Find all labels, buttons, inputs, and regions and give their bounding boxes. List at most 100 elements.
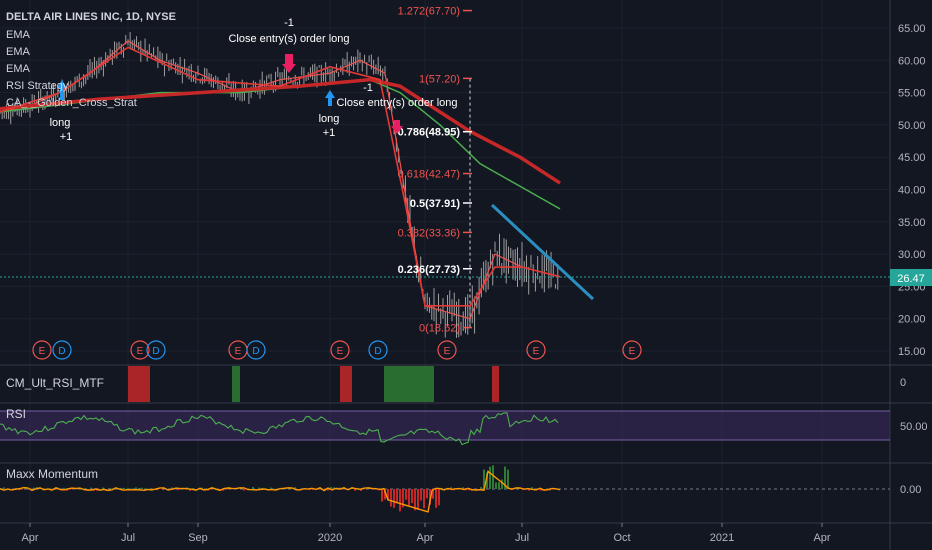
- time-tick: Apr: [813, 532, 830, 544]
- long-entry-arrow-icon: [57, 80, 67, 100]
- momentum-bar: [540, 489, 542, 491]
- momentum-bar: [261, 487, 263, 489]
- dividend-icon[interactable]: [246, 340, 266, 360]
- event-letter: D: [58, 346, 65, 357]
- momentum-bar: [3, 487, 5, 489]
- momentum-bar: [450, 487, 452, 489]
- momentum-bar: [33, 487, 35, 489]
- dividend-icon[interactable]: [146, 340, 166, 360]
- momentum-bar: [69, 489, 71, 490]
- momentum-bar: [225, 489, 227, 490]
- momentum-bar: [414, 489, 416, 511]
- earnings-icon[interactable]: [437, 340, 457, 360]
- momentum-bar: [312, 489, 314, 490]
- rsi-title: RSI: [6, 407, 26, 421]
- momentum-bar: [66, 489, 68, 491]
- momentum-bar: [495, 482, 497, 489]
- momentum-bar: [327, 489, 329, 491]
- momentum-bar: [339, 487, 341, 489]
- trade2-qty: +1: [323, 127, 336, 139]
- fibonacci-retracement[interactable]: 1.272(67.70) 1(57.20) 0.786(48.95) 0.618(42…: [398, 6, 472, 335]
- fib-level-label: 0.618(42.47): [398, 169, 460, 181]
- last-price-value: 26.47: [897, 273, 925, 285]
- price-tick: 30.00: [898, 249, 926, 261]
- price-tick: 50.00: [898, 120, 926, 132]
- momentum-bar: [441, 487, 443, 489]
- fib-level-label: 0.786(48.95): [398, 127, 461, 139]
- rsi-pane: [0, 410, 890, 446]
- momentum-bar: [498, 482, 500, 489]
- series-line-ema-fast: [0, 46, 561, 307]
- ult-rsi-bar: [340, 366, 352, 402]
- legend-item: CA_-_Golden_Cross_Strat: [6, 97, 137, 109]
- price-tick: 20.00: [898, 314, 926, 326]
- legend-item: RSI Strategy: [6, 80, 69, 92]
- momentum-bar: [411, 489, 413, 504]
- momentum-bar: [507, 469, 509, 489]
- event-letter: D: [252, 346, 259, 357]
- momentum-bar: [546, 488, 548, 489]
- earnings-icon[interactable]: [32, 340, 52, 360]
- fib-level-label: 1(57.20): [419, 73, 460, 85]
- legend[interactable]: DELTA AIR LINES INC, 1D, NYSE EMA EMA EM…: [6, 11, 176, 109]
- momentum-bar: [84, 488, 86, 489]
- ult-rsi-title: CM_Ult_RSI_MTF: [6, 376, 104, 390]
- price-tick: 35.00: [898, 217, 926, 229]
- time-axis[interactable]: Apr Jul Sep 2020 Apr Jul Oct 2021 Apr: [21, 523, 831, 544]
- momentum-pane: [0, 465, 890, 513]
- momentum-bar: [177, 489, 179, 491]
- event-letter: E: [337, 346, 344, 357]
- momentum-bar: [384, 489, 386, 500]
- momentum-bar: [90, 487, 92, 489]
- momentum-bar: [501, 479, 503, 489]
- time-tick: 2021: [710, 532, 734, 544]
- earnings-icon[interactable]: [330, 340, 350, 360]
- time-tick: Sep: [188, 532, 208, 544]
- momentum-bar: [294, 487, 296, 489]
- ult-rsi-tick: 0: [900, 377, 906, 389]
- momentum-bar: [138, 487, 140, 489]
- momentum-bar: [387, 489, 389, 500]
- trade1-qty: +1: [60, 131, 73, 143]
- fib-level-label: 0.382(33.36): [398, 227, 460, 239]
- time-tick: Jul: [121, 532, 135, 544]
- price-tick: 45.00: [898, 152, 926, 164]
- trendline[interactable]: [490, 203, 595, 301]
- momentum-bar: [486, 472, 488, 489]
- close1-qty: -1: [284, 17, 294, 29]
- momentum-bar: [420, 489, 422, 501]
- close2-qty: -1: [363, 82, 373, 94]
- earnings-icon[interactable]: [526, 340, 546, 360]
- earnings-icon[interactable]: [622, 340, 642, 360]
- momentum-bar: [468, 489, 470, 491]
- momentum-bar: [21, 489, 23, 490]
- momentum-bar: [333, 487, 335, 489]
- close-exit-arrow-icon: [391, 120, 403, 134]
- chart-title: DELTA AIR LINES INC, 1D, NYSE: [6, 11, 176, 23]
- momentum-bar: [123, 487, 125, 489]
- ult-rsi-bar: [128, 366, 150, 402]
- last-price-tag: 26.47: [890, 269, 932, 286]
- momentum-bar: [393, 489, 395, 508]
- momentum-bar: [120, 487, 122, 489]
- momentum-bar: [429, 489, 431, 505]
- momentum-bar: [309, 489, 311, 490]
- momentum-bar: [162, 489, 164, 491]
- momentum-bar: [87, 489, 89, 490]
- legend-item: EMA: [6, 46, 31, 58]
- momentum-bar: [447, 489, 449, 491]
- dividend-icon[interactable]: [52, 340, 72, 360]
- momentum-bar: [243, 489, 245, 491]
- momentum-bar: [63, 487, 65, 489]
- fib-level-label: 0.236(27.73): [398, 264, 461, 276]
- earnings-icon[interactable]: [130, 340, 150, 360]
- momentum-bar: [438, 489, 440, 506]
- trade-annotations: long +1 -1 Close entry(s) order long lon…: [50, 17, 458, 143]
- momentum-line: [0, 470, 561, 513]
- event-letter: D: [152, 346, 159, 357]
- momentum-bar: [483, 469, 485, 489]
- dividend-icon[interactable]: [368, 340, 388, 360]
